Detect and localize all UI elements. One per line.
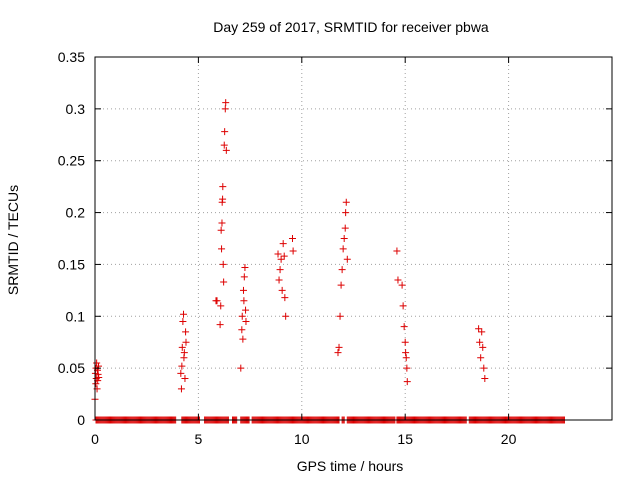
data-point xyxy=(240,273,248,281)
data-point xyxy=(238,326,246,334)
grid-lines xyxy=(95,57,612,420)
data-point xyxy=(478,328,486,336)
data-point xyxy=(400,323,408,331)
data-point xyxy=(274,250,282,258)
data-point xyxy=(94,370,102,378)
data-point xyxy=(342,198,350,206)
y-tick-label: 0.25 xyxy=(58,153,85,169)
chart-title: Day 259 of 2017, SRMTID for receiver pbw… xyxy=(213,19,489,35)
data-point xyxy=(479,343,487,351)
data-point xyxy=(180,310,188,318)
data-point xyxy=(239,335,247,343)
data-point xyxy=(398,281,406,289)
data-point xyxy=(399,302,407,310)
data-point xyxy=(336,312,344,320)
data-point xyxy=(219,195,227,203)
data-point xyxy=(220,278,228,286)
data-point xyxy=(221,128,229,136)
data-point xyxy=(339,245,347,253)
data-point xyxy=(218,219,226,227)
data-point xyxy=(279,240,287,248)
data-point xyxy=(403,364,411,372)
data-point xyxy=(476,338,484,346)
data-point xyxy=(281,294,289,302)
data-point xyxy=(239,286,247,294)
data-point xyxy=(477,354,485,362)
data-point xyxy=(93,359,101,367)
data-point xyxy=(219,260,227,268)
data-point xyxy=(217,302,225,310)
x-tick-label: 5 xyxy=(195,431,203,447)
y-tick-label: 0.1 xyxy=(66,308,86,324)
data-point xyxy=(221,105,229,113)
data-point xyxy=(341,224,349,232)
plot-border xyxy=(94,56,613,421)
data-point xyxy=(403,378,411,386)
data-point xyxy=(213,297,221,305)
y-tick-label: 0.05 xyxy=(58,360,85,376)
data-point xyxy=(217,226,225,234)
data-point xyxy=(394,276,402,284)
data-point xyxy=(480,364,488,372)
data-point xyxy=(402,349,410,357)
data-point xyxy=(237,364,245,372)
data-point xyxy=(238,312,246,320)
y-axis-label: SRMTID / TECUs xyxy=(5,185,21,295)
data-point xyxy=(277,255,285,263)
data-point xyxy=(340,235,348,242)
data-point xyxy=(241,264,249,272)
data-point xyxy=(475,325,483,333)
data-point xyxy=(288,235,296,242)
x-axis-label: GPS time / hours xyxy=(297,458,404,474)
data-point xyxy=(481,375,489,383)
data-point xyxy=(275,276,283,284)
y-tick-label: 0.15 xyxy=(58,256,85,272)
data-point xyxy=(242,306,250,314)
data-point xyxy=(222,99,230,107)
data-point xyxy=(222,146,230,154)
data-point xyxy=(179,317,187,325)
y-tick-label: 0.3 xyxy=(66,101,86,117)
data-point xyxy=(337,281,345,289)
data-point xyxy=(182,328,190,336)
x-tick-label: 10 xyxy=(294,431,310,447)
data-point xyxy=(182,338,190,346)
data-point xyxy=(334,349,342,357)
data-point xyxy=(178,343,186,351)
data-point xyxy=(219,183,227,191)
y-tick-label: 0.2 xyxy=(66,205,86,221)
y-tick-label: 0 xyxy=(77,412,85,428)
data-point xyxy=(276,266,284,274)
data-point xyxy=(180,349,188,357)
x-tick-label: 20 xyxy=(501,431,517,447)
data-point xyxy=(393,247,401,255)
data-point xyxy=(178,362,186,370)
data-point xyxy=(342,209,350,217)
data-point xyxy=(338,266,346,274)
data-point xyxy=(289,247,297,255)
data-point xyxy=(343,255,351,263)
data-point xyxy=(282,312,290,320)
y-tick-label: 0.35 xyxy=(58,49,85,65)
data-point xyxy=(242,317,250,325)
data-point xyxy=(218,245,226,253)
data-point xyxy=(181,375,189,383)
data-point xyxy=(280,252,288,260)
data-point xyxy=(177,385,185,393)
data-point xyxy=(220,141,228,149)
data-point xyxy=(177,369,185,377)
data-point xyxy=(402,354,410,362)
axis-ticks: 0 0.05 0.1 0.15 0.2 0.25 0.3 0.35 0 5 10 15 20 xyxy=(58,49,612,447)
x-tick-label: 15 xyxy=(397,431,413,447)
data-points xyxy=(91,99,568,424)
x-tick-label: 0 xyxy=(91,431,99,447)
data-point xyxy=(335,343,343,351)
data-point xyxy=(95,373,103,381)
data-point xyxy=(216,321,224,329)
data-point xyxy=(278,286,286,294)
data-point xyxy=(240,297,248,305)
data-point xyxy=(401,338,409,346)
